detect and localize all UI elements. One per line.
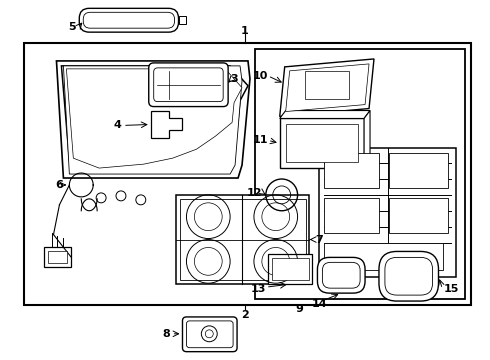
FancyBboxPatch shape [385,257,433,295]
Text: 13: 13 [250,284,266,294]
FancyBboxPatch shape [187,321,233,348]
Polygon shape [286,64,369,112]
Polygon shape [56,61,250,178]
Text: 10: 10 [252,71,268,81]
Polygon shape [280,111,370,118]
Text: 1: 1 [241,26,249,36]
FancyBboxPatch shape [182,317,237,352]
Bar [389,198,448,233]
FancyBboxPatch shape [379,251,439,301]
Text: 6: 6 [55,180,63,190]
Bar [179,199,306,280]
Bar [272,258,309,280]
Text: 4: 4 [113,121,121,130]
Bar [175,195,310,284]
FancyBboxPatch shape [318,257,365,293]
Bar [48,251,68,264]
Bar [268,255,313,284]
Polygon shape [61,66,248,170]
Bar [44,247,72,267]
Bar [324,153,379,188]
Bar [255,49,466,299]
FancyBboxPatch shape [154,68,223,102]
Bar [324,243,443,270]
Text: 7: 7 [316,234,323,244]
Bar [24,43,471,305]
Bar [305,71,349,99]
Polygon shape [151,111,182,138]
Polygon shape [66,69,242,168]
Bar [324,198,379,233]
Text: 5: 5 [69,22,76,32]
Polygon shape [280,59,374,117]
Bar [178,16,187,24]
Bar [319,148,456,277]
Polygon shape [280,118,364,168]
Text: 3: 3 [230,74,238,84]
Polygon shape [63,66,242,174]
Text: 15: 15 [443,284,459,294]
FancyBboxPatch shape [322,262,360,288]
Text: 8: 8 [163,329,171,339]
Bar [286,125,358,162]
Polygon shape [364,111,370,168]
FancyBboxPatch shape [149,63,228,107]
Bar [389,153,448,188]
Text: 11: 11 [252,135,268,145]
Text: 9: 9 [295,304,303,314]
FancyBboxPatch shape [83,12,174,28]
Text: 12: 12 [246,188,262,198]
Text: 2: 2 [241,310,249,320]
Text: 14: 14 [312,299,327,309]
FancyBboxPatch shape [79,8,178,32]
